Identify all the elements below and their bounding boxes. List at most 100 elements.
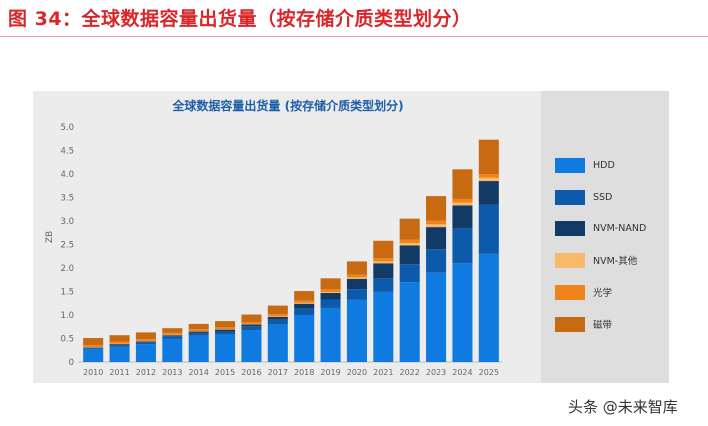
x-tick-label: 2012	[136, 368, 156, 377]
bar-segment	[294, 303, 315, 309]
legend-swatch	[555, 316, 585, 332]
bar-segment	[426, 220, 447, 225]
x-tick-label: 2020	[347, 368, 367, 377]
bar-segment	[478, 181, 499, 205]
bar-segment	[162, 335, 183, 337]
bar-segment	[373, 278, 394, 292]
x-tick-label: 2021	[373, 368, 393, 377]
bar-segment	[426, 196, 447, 221]
bar-segment	[294, 300, 315, 303]
bars	[83, 139, 499, 362]
bar-segment	[267, 316, 288, 320]
y-tick-label: 1.0	[60, 311, 74, 321]
y-tick-label: 2.5	[60, 241, 74, 251]
bar-segment	[478, 139, 499, 174]
bar-segment	[215, 321, 236, 328]
bar-segment	[320, 299, 341, 308]
bar-segment	[267, 305, 288, 315]
bar-segment	[426, 224, 447, 228]
y-tick-label: 3.0	[60, 217, 74, 227]
bar-segment	[188, 329, 209, 331]
y-tick-label: 3.5	[60, 194, 74, 204]
bar-segment	[452, 228, 473, 264]
bar-segment	[188, 331, 209, 333]
x-axis: 2010 2011 2012 2013 2014 2015 2016 2017 2018 2019…	[78, 361, 502, 377]
y-tick-label: 4.5	[60, 147, 74, 157]
bar-segment	[267, 324, 288, 362]
bar-segment	[399, 218, 420, 240]
bar-segment	[135, 338, 156, 341]
bar-segment	[83, 338, 104, 346]
bar-segment	[452, 169, 473, 199]
x-tick-label: 2011	[109, 368, 129, 377]
bar-segment	[294, 291, 315, 301]
bar-segment	[162, 338, 183, 362]
bar-segment	[373, 261, 394, 264]
legend-label: 光学	[593, 288, 613, 299]
bar-segment	[241, 324, 262, 327]
bar-segment	[399, 264, 420, 283]
bar-segment	[135, 342, 156, 345]
bar-segment	[478, 177, 499, 182]
legend-item: 光学	[555, 284, 612, 300]
bar-segment	[162, 332, 183, 335]
bar-segment	[241, 330, 262, 362]
bar-segment	[426, 249, 447, 273]
bar-segment	[320, 289, 341, 292]
bar-segment	[478, 204, 499, 254]
bar-segment	[135, 332, 156, 339]
bar-segment	[215, 329, 236, 332]
legend-label: SSD	[593, 191, 613, 203]
bar-segment	[320, 278, 341, 290]
x-tick-label: 2018	[294, 368, 314, 377]
x-tick-label: 2022	[400, 368, 420, 377]
legend-item: NVM-其他	[555, 252, 637, 268]
x-tick-label: 2025	[479, 368, 499, 377]
x-tick-label: 2010	[83, 368, 103, 377]
bar-segment	[215, 327, 236, 330]
bar-segment	[188, 335, 209, 362]
bar-segment	[215, 331, 236, 335]
y-tick-label: 4.0	[60, 170, 74, 180]
figure-title: 图 34：全球数据容量出货量（按存储介质类型划分）	[8, 8, 472, 30]
watermark: 头条 @未来智库	[568, 398, 678, 416]
bar-segment	[452, 202, 473, 206]
bar-segment	[320, 291, 341, 293]
legend-label: HDD	[593, 159, 615, 171]
bar-segment	[399, 245, 420, 265]
bar-segment	[452, 263, 473, 362]
bar-segment	[426, 272, 447, 362]
bar-segment	[373, 258, 394, 262]
x-tick-label: 2017	[268, 368, 288, 377]
bar-segment	[267, 319, 288, 325]
bar-segment	[346, 289, 367, 300]
legend-swatch	[555, 252, 585, 268]
x-tick-label: 2013	[162, 368, 182, 377]
bar-segment	[135, 344, 156, 362]
y-tick-label: 0.5	[60, 335, 74, 345]
bar-segment	[294, 315, 315, 362]
title-divider	[0, 36, 708, 37]
legend-swatch	[555, 189, 585, 205]
bar-segment	[109, 346, 130, 362]
y-tick-label: 5.0	[60, 123, 74, 133]
bar-segment	[188, 323, 209, 330]
bar-segment	[426, 227, 447, 250]
bar-segment	[241, 322, 262, 324]
bar-segment	[294, 302, 315, 304]
bar-segment	[135, 341, 156, 343]
bar-segment	[109, 345, 130, 347]
bar-segment	[109, 341, 130, 344]
y-tick-label: 0	[69, 358, 74, 368]
x-tick-label: 2024	[452, 368, 472, 377]
bar-segment	[346, 278, 367, 290]
bar-segment	[346, 261, 367, 275]
bar-segment	[478, 253, 499, 362]
y-axis: 0 0.5 1.0 1.5 2.0 2.5 3.0 3.5 4.0 4.5 5.0	[60, 123, 74, 368]
bar-segment	[373, 291, 394, 362]
bar-segment	[83, 347, 104, 349]
chart-title: 全球数据容量出货量 (按存储介质类型划分)	[171, 98, 403, 113]
bar-segment	[188, 332, 209, 336]
bar-segment	[373, 263, 394, 279]
bar-segment	[162, 328, 183, 333]
